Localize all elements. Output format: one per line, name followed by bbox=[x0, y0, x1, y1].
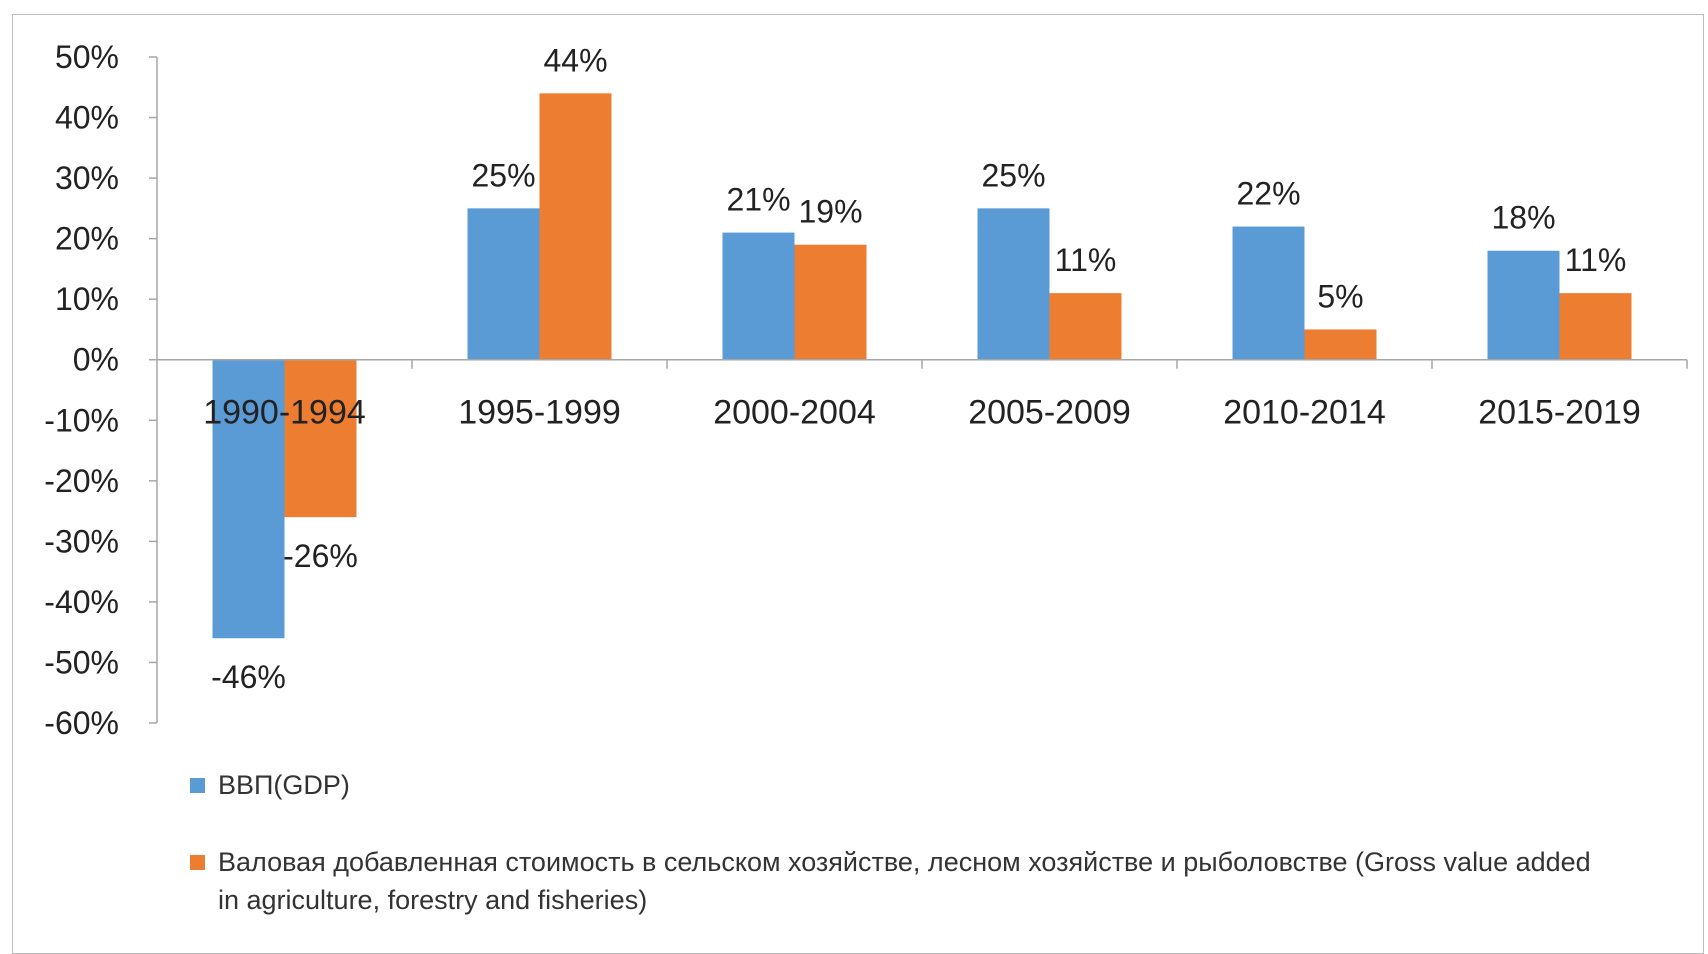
y-tick-label: 50% bbox=[55, 39, 119, 75]
data-label-agriculture-1995-1999: 44% bbox=[543, 42, 607, 78]
y-tick-label: -50% bbox=[44, 644, 119, 680]
data-label-agriculture-2005-2009: 11% bbox=[1055, 242, 1117, 278]
category-label-2010-2014: 2010-2014 bbox=[1223, 394, 1386, 432]
y-tick-label: 0% bbox=[73, 342, 119, 378]
bar-gdp-2000-2004 bbox=[722, 232, 795, 360]
legend-item-gdp: ВВП(GDP) bbox=[190, 766, 1610, 810]
data-label-agriculture-2015-2019: 11% bbox=[1565, 242, 1627, 278]
y-tick-label: 30% bbox=[55, 160, 119, 196]
category-label-2015-2019: 2015-2019 bbox=[1478, 394, 1641, 432]
data-label-gdp-1995-1999: 25% bbox=[471, 157, 535, 193]
y-tick-label: -40% bbox=[44, 584, 119, 620]
y-tick-label: -20% bbox=[44, 463, 119, 499]
data-label-agriculture-2000-2004: 19% bbox=[798, 194, 862, 230]
legend-label-gdp: ВВП(GDP) bbox=[218, 770, 350, 800]
data-label-agriculture-2010-2014: 5% bbox=[1317, 278, 1363, 314]
y-tick-label: -30% bbox=[44, 523, 119, 559]
bar-gdp-1995-1999 bbox=[467, 208, 540, 360]
bar-gdp-2015-2019 bbox=[1487, 250, 1560, 360]
data-label-agriculture-1990-1994: -26% bbox=[283, 538, 358, 574]
legend: ВВП(GDP) Валовая добавленная стоимость в… bbox=[190, 766, 1610, 919]
bar-agriculture-2005-2009 bbox=[1049, 293, 1122, 360]
category-label-2005-2009: 2005-2009 bbox=[968, 394, 1131, 432]
category-label-1995-1999: 1995-1999 bbox=[458, 394, 621, 432]
data-label-gdp-2010-2014: 22% bbox=[1236, 176, 1300, 212]
y-tick-label: 20% bbox=[55, 221, 119, 257]
category-label-1990-1994: 1990-1994 bbox=[203, 394, 366, 432]
legend-item-agriculture: Валовая добавленная стоимость в сельском… bbox=[190, 843, 1610, 919]
bar-agriculture-2000-2004 bbox=[794, 244, 867, 360]
data-label-gdp-2005-2009: 25% bbox=[981, 157, 1045, 193]
bar-gdp-2010-2014 bbox=[1232, 226, 1305, 360]
y-tick-label: 40% bbox=[55, 100, 119, 136]
y-tick-label: 10% bbox=[55, 281, 119, 317]
bar-gdp-2005-2009 bbox=[977, 208, 1050, 360]
legend-swatch-gdp bbox=[190, 778, 205, 793]
data-label-gdp-2000-2004: 21% bbox=[726, 182, 790, 218]
y-tick-label: -10% bbox=[44, 402, 119, 438]
category-label-2000-2004: 2000-2004 bbox=[713, 394, 876, 432]
legend-label-agriculture: Валовая добавленная стоимость в сельском… bbox=[218, 847, 1591, 915]
legend-swatch-agriculture bbox=[190, 855, 205, 870]
bar-gdp-1990-1994 bbox=[212, 359, 285, 639]
bar-agriculture-1990-1994 bbox=[284, 359, 357, 518]
bar-agriculture-2010-2014 bbox=[1304, 329, 1377, 360]
y-tick-label: -60% bbox=[44, 705, 119, 741]
bar-agriculture-2015-2019 bbox=[1559, 293, 1632, 360]
data-label-gdp-2015-2019: 18% bbox=[1491, 200, 1555, 236]
data-label-gdp-1990-1994: -46% bbox=[211, 659, 286, 695]
bar-agriculture-1995-1999 bbox=[539, 93, 612, 360]
